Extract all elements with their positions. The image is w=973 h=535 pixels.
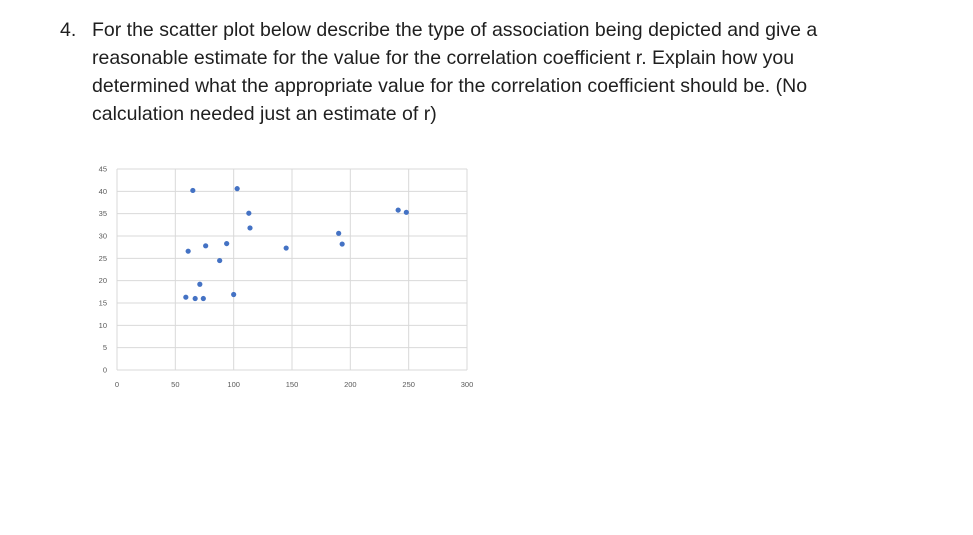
data-point bbox=[336, 230, 342, 236]
data-point bbox=[183, 294, 189, 300]
y-tick-label: 5 bbox=[103, 343, 107, 352]
data-point bbox=[247, 225, 253, 231]
x-tick-label: 300 bbox=[461, 380, 474, 389]
data-point bbox=[190, 187, 196, 194]
data-point bbox=[185, 248, 191, 254]
y-tick-label: 45 bbox=[99, 165, 107, 174]
x-tick-label: 0 bbox=[115, 380, 119, 389]
data-point bbox=[246, 210, 252, 216]
y-tick-label: 25 bbox=[99, 254, 107, 263]
data-point bbox=[283, 245, 289, 251]
y-tick-label: 10 bbox=[99, 321, 107, 330]
data-point bbox=[395, 207, 401, 213]
data-point bbox=[192, 295, 198, 302]
x-tick-label: 200 bbox=[344, 380, 357, 389]
data-point bbox=[231, 291, 237, 298]
y-tick-label: 30 bbox=[99, 232, 107, 241]
x-tick-label: 50 bbox=[171, 380, 179, 389]
data-point bbox=[197, 281, 203, 287]
data-point bbox=[203, 243, 209, 249]
y-tick-label: 0 bbox=[103, 366, 107, 375]
x-tick-labels: 0 50 100 150 200 250 300 bbox=[115, 380, 473, 389]
data-point bbox=[224, 240, 230, 247]
y-tick-labels: 0 5 10 15 20 25 30 35 40 45 bbox=[99, 165, 107, 375]
y-tick-label: 20 bbox=[99, 276, 107, 285]
chart-grid bbox=[116, 168, 468, 371]
data-point bbox=[217, 257, 223, 264]
y-tick-label: 35 bbox=[99, 209, 107, 218]
question-text: For the scatter plot below describe the … bbox=[92, 19, 818, 125]
data-point bbox=[200, 295, 206, 302]
data-point bbox=[339, 241, 345, 247]
question-number: 4. bbox=[60, 19, 77, 41]
x-tick-label: 250 bbox=[402, 380, 415, 389]
x-tick-label: 150 bbox=[286, 380, 299, 389]
data-point bbox=[234, 186, 240, 192]
x-tick-label: 100 bbox=[227, 380, 240, 389]
y-tick-label: 15 bbox=[99, 299, 107, 308]
data-point bbox=[403, 209, 409, 215]
y-tick-label: 40 bbox=[99, 187, 107, 196]
data-points bbox=[183, 186, 409, 302]
